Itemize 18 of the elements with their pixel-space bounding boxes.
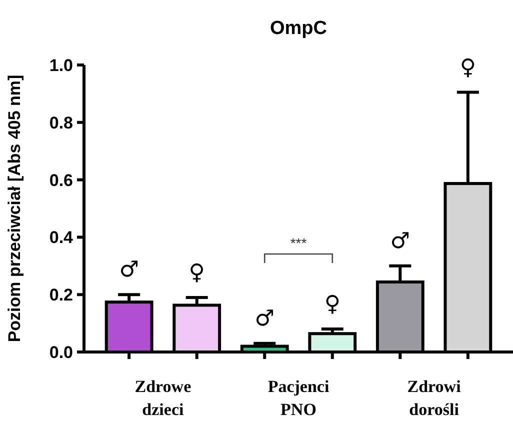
y-tick-label: 0.0 [49, 342, 73, 362]
annotation: ♀ [460, 55, 476, 80]
annotation: ♀ [188, 260, 205, 286]
annotation: *** [290, 235, 308, 251]
annotation: ♂ [390, 228, 410, 254]
annotation: ♂ [119, 258, 139, 283]
y-tick-label: 0.4 [49, 228, 74, 248]
text: Zdrowi dorośli [407, 377, 462, 419]
y-tick-label: 0.6 [49, 170, 73, 190]
text: Zdrowe dzieci [134, 377, 192, 419]
y-tick-label: 0.2 [49, 286, 73, 305]
y-tick-label: 1.0 [49, 56, 73, 75]
annotation: ♀ [324, 292, 340, 318]
y-tick-label: 0.8 [49, 113, 73, 132]
text: Pacjenci PNO [268, 377, 330, 419]
annotation: ♂ [254, 306, 274, 332]
y-axis-title: Poziom przeciwciał [Abs 405 nm] [5, 74, 24, 342]
chart-title: OmpC [270, 18, 328, 39]
